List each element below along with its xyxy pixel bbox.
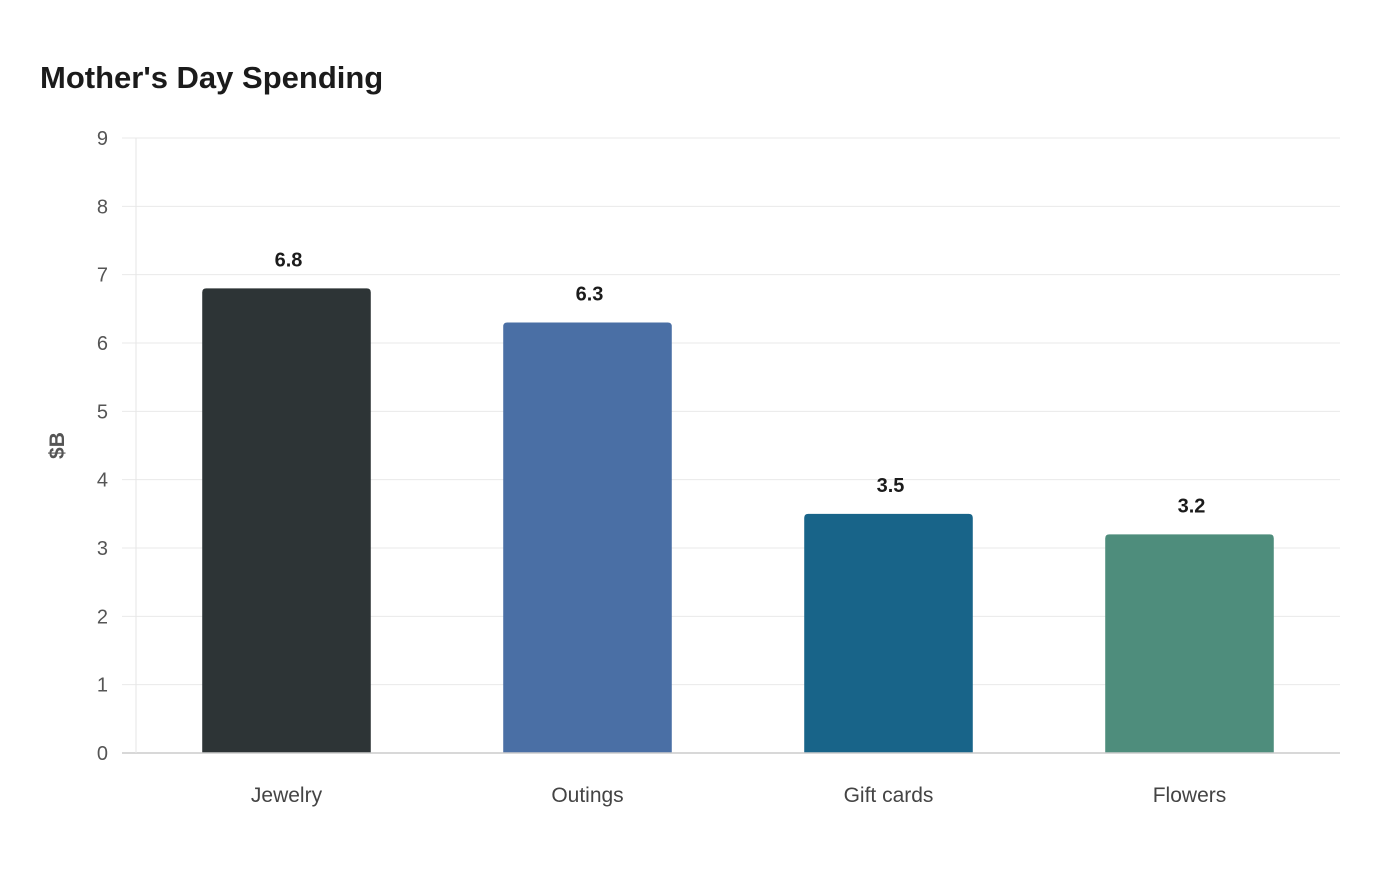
y-tick-label: 5: [97, 401, 108, 423]
x-axis-labels: Jewelry Outings Gift cards Flowers: [251, 784, 1226, 807]
y-tick-label: 8: [97, 196, 108, 218]
x-tick-label: Flowers: [1153, 784, 1227, 807]
y-tick-label: 1: [97, 675, 108, 697]
y-tick-label: 6: [97, 333, 108, 355]
y-tick-label: 3: [97, 538, 108, 560]
y-axis-title: $B: [46, 432, 69, 459]
bar-value-label: 6.3: [576, 284, 604, 306]
bar-flowers: [1105, 534, 1274, 753]
bar-gift-cards: [804, 513, 973, 753]
x-tick-label: Gift cards: [844, 784, 934, 807]
y-tick-label: 4: [97, 470, 108, 492]
y-tick-label: 9: [97, 128, 108, 150]
value-labels: 6.8 6.3 3.5 3.2: [275, 249, 1206, 517]
x-tick-label: Jewelry: [251, 784, 323, 807]
y-tick-label: 7: [97, 265, 108, 287]
bar-value-label: 6.8: [275, 249, 303, 271]
bars: [202, 288, 1274, 753]
chart-title: Mother's Day Spending: [40, 60, 384, 95]
bar-value-label: 3.2: [1178, 495, 1206, 517]
y-axis-ticks: 0 1 2 3 4 5 6 7 8 9: [97, 128, 108, 765]
y-tick-label: 0: [97, 743, 108, 765]
bar-outings: [503, 322, 672, 753]
bar-jewelry: [202, 288, 371, 753]
x-tick-label: Outings: [551, 784, 623, 807]
bar-value-label: 3.5: [877, 475, 905, 497]
y-tick-label: 2: [97, 606, 108, 628]
